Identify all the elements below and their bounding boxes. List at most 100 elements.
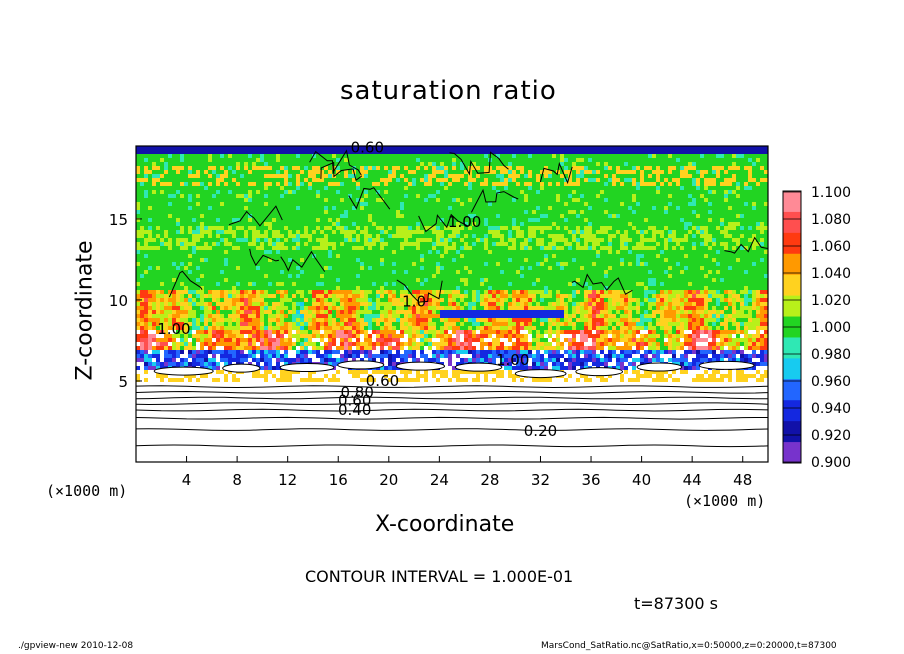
- field-cell: [168, 250, 172, 254]
- field-cell: [352, 238, 356, 242]
- field-cell: [332, 158, 336, 162]
- field-cell: [512, 222, 516, 226]
- field-cell: [336, 150, 340, 154]
- field-cell: [296, 194, 300, 198]
- field-cell: [624, 226, 628, 230]
- field-cell: [136, 170, 140, 174]
- field-cell: [504, 178, 508, 182]
- field-cell: [620, 266, 624, 270]
- field-cell: [276, 158, 280, 162]
- field-cell: [348, 206, 352, 210]
- field-cell: [624, 250, 628, 254]
- field-cell: [484, 174, 488, 178]
- field-cell: [764, 234, 768, 238]
- field-cell: [644, 162, 648, 166]
- field-cell: [604, 154, 608, 158]
- field-cell: [416, 198, 420, 202]
- field-cell: [348, 234, 352, 238]
- field-cell: [596, 202, 600, 206]
- field-cell: [696, 246, 700, 250]
- field-cell: [220, 254, 224, 258]
- field-cell: [440, 198, 444, 202]
- field-cell: [328, 178, 332, 182]
- field-cell: [172, 226, 176, 230]
- field-cell: [724, 146, 728, 150]
- field-cell: [640, 214, 644, 218]
- field-cell: [164, 262, 168, 266]
- field-cell: [656, 170, 660, 174]
- field-cell: [764, 202, 768, 206]
- field-cell: [504, 270, 508, 274]
- field-cell: [432, 210, 436, 214]
- field-cell: [584, 254, 588, 258]
- field-cell: [500, 230, 504, 234]
- field-cell: [552, 162, 556, 166]
- field-cell: [240, 186, 244, 190]
- field-cell: [708, 154, 712, 158]
- field-cell: [380, 178, 384, 182]
- field-cell: [188, 182, 192, 186]
- field-cell: [292, 198, 296, 202]
- field-cell: [220, 270, 224, 274]
- field-cell: [208, 202, 212, 206]
- field-cell: [300, 178, 304, 182]
- field-cell: [392, 266, 396, 270]
- field-cell: [200, 170, 204, 174]
- field-cell: [288, 234, 292, 238]
- field-cell: [228, 242, 232, 246]
- field-cell: [380, 198, 384, 202]
- field-cell: [612, 150, 616, 154]
- field-cell: [724, 254, 728, 258]
- field-cell: [384, 154, 388, 158]
- field-cell: [496, 230, 500, 234]
- field-cell: [676, 222, 680, 226]
- field-cell: [144, 234, 148, 238]
- field-cell: [636, 154, 640, 158]
- field-cell: [724, 218, 728, 222]
- field-cell: [376, 254, 380, 258]
- field-cell: [464, 242, 468, 246]
- field-cell: [396, 198, 400, 202]
- field-cell: [228, 266, 232, 270]
- field-cell: [296, 174, 300, 178]
- field-cell: [636, 162, 640, 166]
- field-cell: [524, 210, 528, 214]
- field-cell: [388, 214, 392, 218]
- field-cell: [540, 234, 544, 238]
- field-cell: [172, 166, 176, 170]
- field-cell: [168, 178, 172, 182]
- field-cell: [136, 158, 140, 162]
- field-cell: [208, 178, 212, 182]
- field-cell: [156, 230, 160, 234]
- field-cell: [252, 254, 256, 258]
- field-cell: [476, 218, 480, 222]
- field-cell: [400, 242, 404, 246]
- field-cell: [628, 250, 632, 254]
- field-cell: [644, 206, 648, 210]
- field-cell: [160, 262, 164, 266]
- field-cell: [732, 262, 736, 266]
- field-cell: [464, 190, 468, 194]
- field-cell: [592, 230, 596, 234]
- field-cell: [688, 262, 692, 266]
- field-cell: [456, 210, 460, 214]
- field-cell: [300, 206, 304, 210]
- field-cell: [500, 242, 504, 246]
- field-cell: [280, 270, 284, 274]
- field-cell: [208, 206, 212, 210]
- field-cell: [168, 242, 172, 246]
- field-cell: [464, 226, 468, 230]
- field-cell: [712, 174, 716, 178]
- field-cell: [280, 210, 284, 214]
- field-cell: [348, 182, 352, 186]
- field-cell: [568, 234, 572, 238]
- field-cell: [660, 226, 664, 230]
- field-cell: [276, 262, 280, 266]
- field-cell: [516, 146, 520, 150]
- field-cell: [480, 258, 484, 262]
- field-cell: [264, 166, 268, 170]
- field-cell: [316, 230, 320, 234]
- field-cell: [264, 230, 268, 234]
- field-cell: [756, 206, 760, 210]
- field-cell: [156, 190, 160, 194]
